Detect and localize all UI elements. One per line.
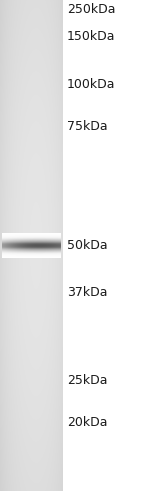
Text: 50kDa: 50kDa (67, 239, 107, 252)
Text: 75kDa: 75kDa (67, 120, 107, 133)
Text: 37kDa: 37kDa (67, 286, 107, 299)
Text: 25kDa: 25kDa (67, 374, 107, 387)
Text: 100kDa: 100kDa (67, 79, 115, 91)
Text: 250kDa: 250kDa (67, 3, 115, 16)
Text: 20kDa: 20kDa (67, 416, 107, 429)
Text: 150kDa: 150kDa (67, 30, 115, 43)
